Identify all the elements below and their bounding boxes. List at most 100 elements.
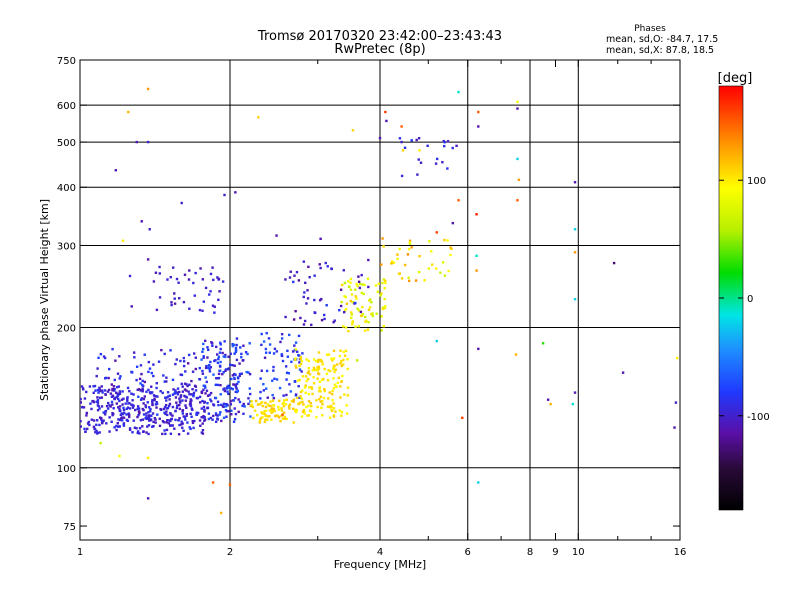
data-point [218, 364, 222, 368]
data-point [115, 395, 119, 399]
data-point [85, 390, 88, 394]
data-point [96, 367, 99, 370]
data-point [340, 300, 343, 304]
data-point [121, 403, 124, 406]
data-point [272, 369, 275, 372]
data-point [295, 366, 298, 369]
data-point [86, 422, 90, 425]
data-point [189, 404, 193, 407]
data-point [435, 157, 439, 161]
data-point [135, 140, 138, 144]
data-point [259, 397, 262, 400]
data-point [118, 399, 121, 403]
data-point [145, 431, 148, 434]
data-point [289, 390, 292, 393]
data-point [204, 286, 208, 290]
data-point [398, 247, 401, 251]
data-point [297, 279, 301, 282]
data-point [286, 355, 290, 358]
data-point [122, 411, 126, 415]
data-point [190, 393, 193, 396]
data-point [161, 420, 165, 423]
data-point [308, 275, 311, 279]
data-point [294, 348, 298, 351]
data-point [260, 369, 263, 372]
data-point [146, 87, 150, 91]
data-point [417, 270, 421, 274]
data-point [227, 355, 230, 358]
data-point [170, 417, 174, 421]
data-point [128, 413, 131, 417]
data-point [212, 278, 215, 282]
data-point [264, 387, 268, 390]
data-point [171, 424, 174, 427]
data-point [132, 351, 136, 354]
data-point [136, 431, 139, 435]
data-point [122, 408, 126, 412]
data-point [350, 316, 353, 320]
data-point [174, 418, 177, 422]
data-point [477, 481, 480, 484]
data-point [400, 140, 403, 144]
y-axis-label: Stationary phase Virtual Height [km] [38, 199, 51, 401]
data-point [122, 424, 126, 427]
data-point [174, 362, 177, 366]
data-point [171, 393, 175, 396]
data-point [316, 405, 319, 409]
data-point [100, 396, 104, 399]
data-point [301, 410, 305, 414]
data-point [104, 410, 107, 413]
data-point [113, 397, 116, 401]
data-point [303, 386, 307, 389]
data-point [238, 362, 241, 365]
data-point [221, 405, 225, 408]
data-point [178, 423, 181, 427]
data-point [166, 278, 169, 281]
data-point [335, 385, 338, 388]
data-point [301, 389, 304, 392]
data-point [100, 420, 104, 423]
data-point [227, 409, 230, 413]
data-point [347, 329, 350, 333]
data-point [192, 281, 195, 285]
data-point [170, 303, 173, 307]
data-point [216, 417, 219, 420]
data-point [249, 415, 252, 418]
data-point [234, 385, 238, 389]
data-point [214, 412, 218, 415]
data-point [330, 392, 334, 396]
data-point [155, 308, 159, 312]
data-point [307, 366, 310, 370]
data-point [303, 319, 307, 323]
data-point [380, 263, 383, 266]
data-point [101, 421, 104, 425]
data-point [127, 110, 130, 114]
data-point [276, 414, 280, 417]
data-point [299, 357, 302, 361]
data-point [305, 358, 308, 361]
data-point [315, 416, 318, 419]
data-point [238, 372, 242, 376]
data-point [174, 396, 178, 399]
data-point [318, 398, 321, 401]
data-point [165, 428, 169, 432]
data-point [342, 310, 346, 314]
data-point [215, 377, 218, 380]
data-point [315, 399, 318, 402]
data-point [110, 400, 114, 404]
data-point [443, 144, 446, 148]
data-point [92, 419, 96, 422]
data-point [298, 364, 301, 368]
data-point [217, 403, 220, 407]
data-point [174, 389, 177, 392]
data-point [208, 393, 211, 397]
data-point [152, 374, 155, 378]
data-point [166, 391, 170, 394]
data-point [390, 262, 393, 265]
x-axis-label: Frequency [MHz] [334, 558, 426, 571]
data-point [323, 317, 326, 321]
data-point [280, 407, 283, 410]
data-point [317, 358, 320, 362]
data-point [280, 332, 284, 336]
data-point [296, 396, 299, 400]
